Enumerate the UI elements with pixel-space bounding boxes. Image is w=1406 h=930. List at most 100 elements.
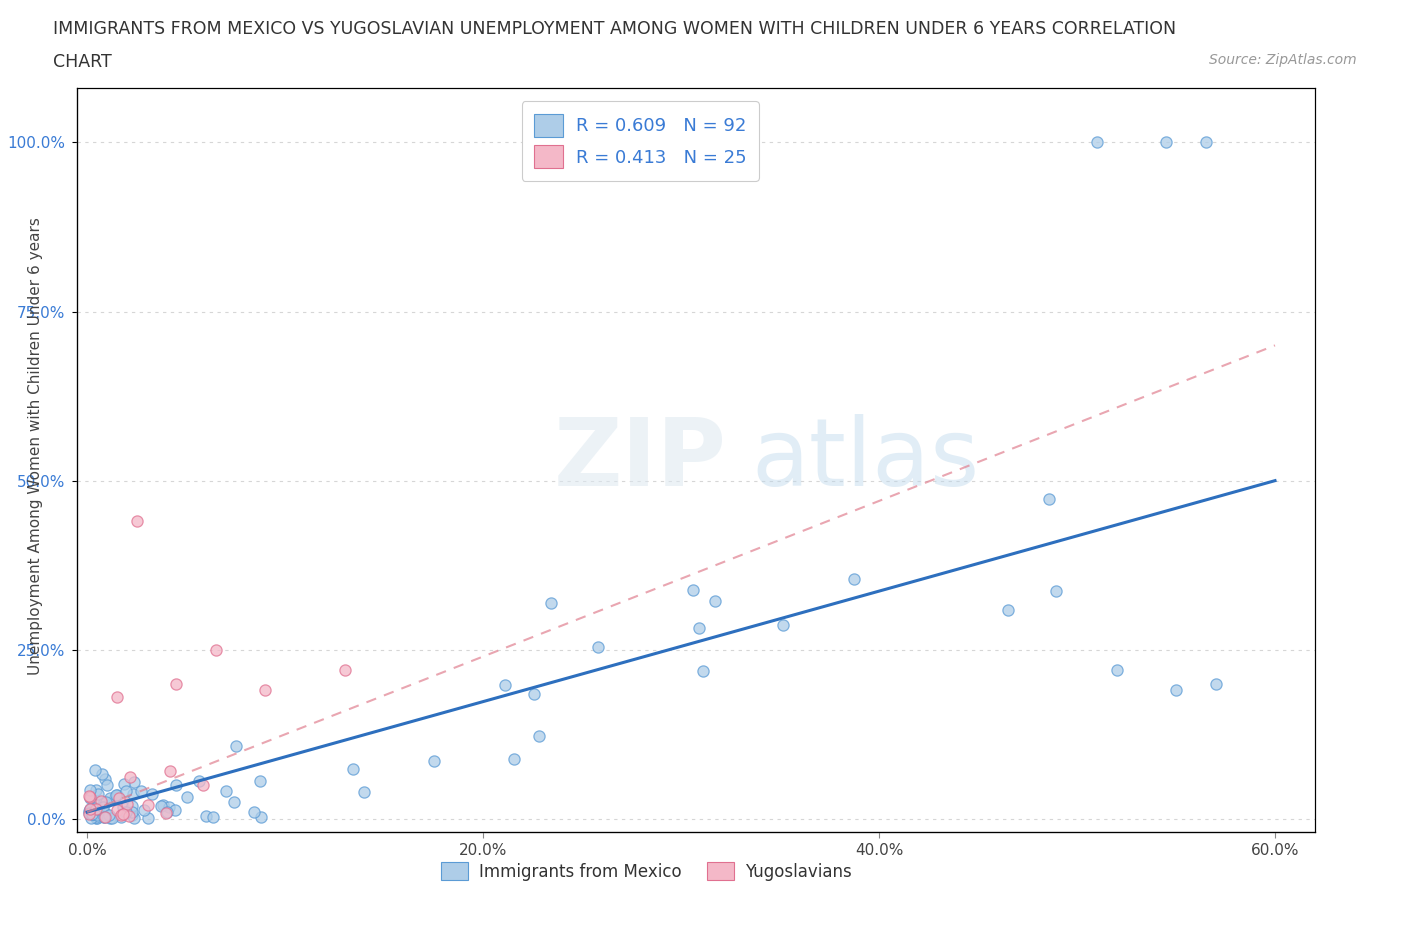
Point bbox=[692, 663, 714, 678]
Point bbox=[79, 811, 101, 826]
Point bbox=[83, 801, 105, 816]
Point bbox=[155, 805, 177, 820]
Point bbox=[1205, 676, 1227, 691]
Point bbox=[121, 807, 143, 822]
Point bbox=[98, 807, 121, 822]
Point bbox=[84, 783, 107, 798]
Point bbox=[523, 686, 546, 701]
Point bbox=[93, 809, 115, 824]
Point bbox=[141, 787, 163, 802]
Point bbox=[117, 797, 139, 812]
Point bbox=[159, 764, 181, 778]
Point bbox=[86, 810, 108, 825]
Text: CHART: CHART bbox=[53, 53, 112, 71]
Point bbox=[121, 799, 143, 814]
Legend: Immigrants from Mexico, Yugoslavians: Immigrants from Mexico, Yugoslavians bbox=[434, 856, 859, 887]
Point bbox=[333, 662, 356, 677]
Point bbox=[108, 790, 131, 805]
Point bbox=[243, 805, 266, 820]
Point bbox=[997, 603, 1019, 618]
Point bbox=[588, 640, 610, 655]
Point bbox=[163, 803, 186, 817]
Point bbox=[93, 794, 115, 809]
Point bbox=[540, 596, 562, 611]
Point bbox=[254, 683, 277, 698]
Point bbox=[110, 810, 132, 825]
Point bbox=[688, 620, 710, 635]
Point bbox=[165, 676, 187, 691]
Point bbox=[77, 805, 100, 820]
Point bbox=[86, 808, 108, 823]
Point bbox=[121, 804, 143, 819]
Point bbox=[122, 775, 145, 790]
Point bbox=[134, 803, 156, 817]
Point bbox=[87, 787, 110, 802]
Point bbox=[94, 810, 117, 825]
Point bbox=[100, 811, 122, 826]
Point bbox=[86, 804, 108, 819]
Point bbox=[79, 782, 101, 797]
Point bbox=[79, 790, 101, 805]
Point bbox=[79, 802, 101, 817]
Point bbox=[94, 771, 117, 786]
Point bbox=[1085, 135, 1108, 150]
Point bbox=[1045, 583, 1067, 598]
Point bbox=[87, 795, 110, 810]
Point bbox=[83, 807, 105, 822]
Point bbox=[77, 807, 100, 822]
Point bbox=[84, 802, 107, 817]
Point bbox=[205, 643, 228, 658]
Point bbox=[187, 773, 209, 788]
Point bbox=[195, 808, 218, 823]
Point bbox=[79, 789, 101, 804]
Point bbox=[682, 583, 704, 598]
Point bbox=[93, 809, 115, 824]
Point bbox=[98, 790, 121, 805]
Point bbox=[1164, 683, 1187, 698]
Point bbox=[527, 728, 550, 743]
Point bbox=[225, 738, 247, 753]
Point bbox=[96, 778, 118, 793]
Point bbox=[104, 790, 127, 804]
Point bbox=[115, 784, 138, 799]
Point bbox=[1195, 135, 1218, 150]
Point bbox=[125, 513, 148, 528]
Point bbox=[79, 802, 101, 817]
Point bbox=[503, 751, 526, 766]
Point bbox=[121, 787, 143, 802]
Point bbox=[112, 806, 135, 821]
Text: Source: ZipAtlas.com: Source: ZipAtlas.com bbox=[1209, 53, 1357, 67]
Point bbox=[150, 798, 173, 813]
Point bbox=[105, 803, 128, 817]
Point bbox=[79, 789, 101, 804]
Point bbox=[115, 804, 138, 819]
Point bbox=[423, 754, 446, 769]
Point bbox=[772, 618, 794, 632]
Point bbox=[84, 811, 107, 826]
Point bbox=[165, 777, 187, 792]
Point bbox=[842, 571, 865, 586]
Text: atlas: atlas bbox=[752, 415, 980, 506]
Point bbox=[215, 784, 238, 799]
Point bbox=[156, 804, 179, 819]
Point bbox=[112, 804, 135, 819]
Point bbox=[704, 593, 727, 608]
Text: IMMIGRANTS FROM MEXICO VS YUGOSLAVIAN UNEMPLOYMENT AMONG WOMEN WITH CHILDREN UND: IMMIGRANTS FROM MEXICO VS YUGOSLAVIAN UN… bbox=[53, 20, 1177, 38]
Point bbox=[82, 806, 104, 821]
Point bbox=[112, 777, 135, 791]
Point bbox=[91, 799, 114, 814]
Point bbox=[86, 809, 108, 824]
Point bbox=[136, 810, 159, 825]
Point bbox=[122, 811, 145, 826]
Point bbox=[111, 800, 134, 815]
Point bbox=[152, 797, 174, 812]
Point bbox=[353, 784, 375, 799]
Point bbox=[105, 787, 128, 802]
Text: Unemployment Among Women with Children Under 6 years: Unemployment Among Women with Children U… bbox=[28, 218, 42, 675]
Point bbox=[1154, 135, 1177, 150]
Point bbox=[94, 794, 117, 809]
Point bbox=[224, 794, 246, 809]
Point bbox=[1038, 492, 1060, 507]
Point bbox=[1105, 662, 1128, 677]
Point bbox=[80, 807, 103, 822]
